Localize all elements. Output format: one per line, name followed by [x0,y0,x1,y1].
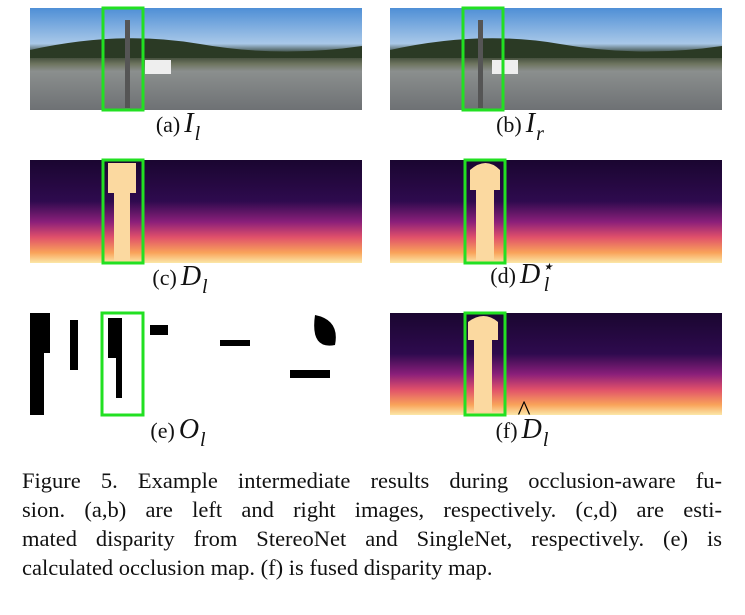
panel-symbol: O [179,414,199,445]
panel-label: (e) [150,418,174,443]
panel-subscript: l [544,274,550,296]
panel-label: (f) [496,418,518,443]
figure-caption: Figure 5. Example intermediate results d… [22,466,722,582]
panel-symbol: D [521,414,542,445]
panel-d-image [390,158,722,265]
panel-caption: (c) Dl [152,261,208,298]
panel-caption: (b) Ir [496,108,544,145]
panel-accent: ^ [517,396,531,427]
panel-superscript: ⋆ [541,256,554,278]
panel-label: (d) [490,263,516,288]
caption-line: sion. (a,b) are left and right images, r… [22,497,722,522]
panel-b-image [390,6,722,112]
panel-symbol: I [183,108,195,139]
panel-symbol: I [525,108,537,139]
figure-panels: (a) Il (b) Ir(c) Dl (d) D⋆ l(e) Ol (f) Dl^ [30,6,722,451]
caption-line: calculated occlusion map. (f) is fused d… [22,555,493,580]
panel-caption: (a) Il [156,108,201,145]
panel-caption: (f) Dl [496,414,549,451]
panel-subscript: l [202,276,208,298]
panel-label: (b) [496,112,522,137]
panel-a-image [30,6,362,112]
panel-subscript: r [536,123,544,145]
panel-caption: (d) D⋆ l [490,256,553,296]
panel-caption: (e) Ol [150,414,206,451]
panel-subscript: l [543,429,549,451]
caption-line: Figure 5. Example intermediate results d… [22,468,722,493]
panel-label: (a) [156,112,180,137]
panel-f-image [390,311,722,417]
panel-label: (c) [152,265,176,290]
caption-line: mated disparity from StereoNet and Singl… [22,526,722,551]
panel-c-image [30,158,362,265]
panel-subscript: l [200,429,206,451]
panel-symbol: D [519,259,540,290]
panel-symbol: D [180,261,201,292]
panel-subscript: l [195,123,201,145]
panel-e-image [30,311,362,417]
